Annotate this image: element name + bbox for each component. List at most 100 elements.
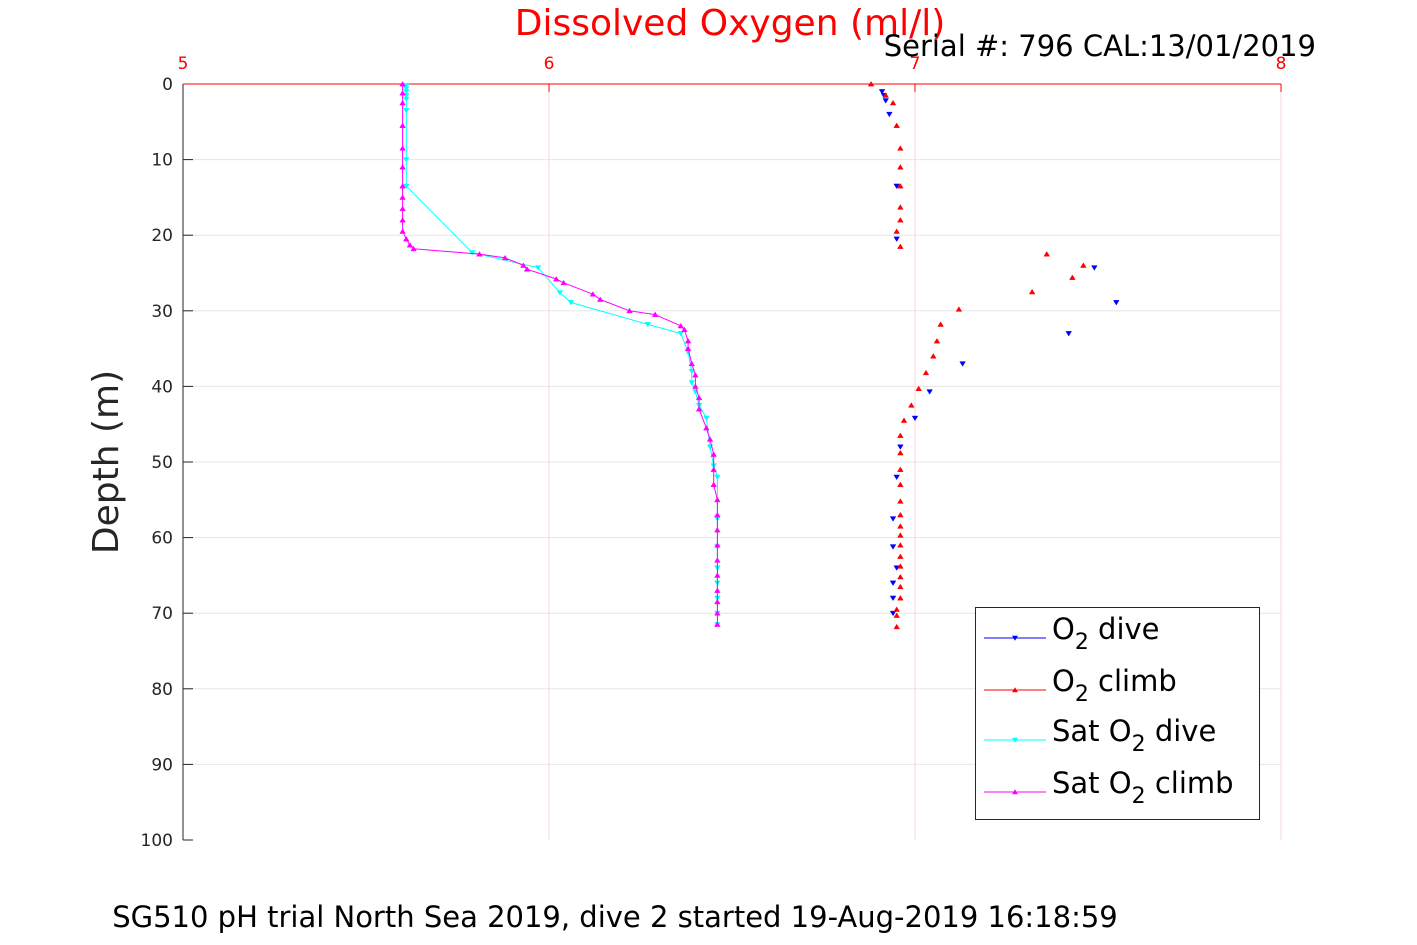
data-point	[710, 481, 717, 488]
y-tick-label: 0	[162, 75, 173, 95]
data-point	[897, 183, 904, 189]
data-point	[523, 266, 531, 272]
data-point	[897, 595, 904, 601]
data-point	[403, 108, 410, 114]
data-point	[714, 496, 721, 503]
data-point	[399, 90, 406, 96]
data-point	[695, 394, 703, 401]
data-point	[681, 326, 688, 333]
y-axis-label: Depth (m)	[86, 370, 127, 554]
data-point	[915, 385, 922, 392]
y-tick-label: 10	[151, 151, 173, 171]
data-point	[399, 205, 406, 212]
sat-o2-dive-line	[405, 85, 718, 625]
y-tick-label: 90	[151, 755, 173, 775]
data-point	[897, 204, 904, 210]
legend-swatch-marker	[1012, 687, 1018, 693]
data-point	[710, 451, 717, 457]
data-point	[893, 236, 900, 242]
data-point	[403, 96, 410, 103]
data-point	[897, 583, 904, 590]
data-point	[897, 498, 904, 504]
y-tick-label: 40	[151, 377, 173, 397]
data-point	[893, 183, 900, 190]
data-point	[501, 254, 509, 261]
sat-o2-climb-series	[399, 80, 721, 627]
data-point	[897, 449, 904, 456]
data-point	[889, 516, 897, 522]
data-point	[897, 573, 904, 580]
x-tick-label: 5	[178, 54, 189, 74]
data-point	[714, 621, 721, 627]
chart-subtitle: Serial #: 796 CAL:13/01/2019	[884, 29, 1316, 63]
data-point	[692, 383, 699, 389]
data-point	[399, 183, 406, 189]
data-point	[403, 235, 410, 242]
data-point	[922, 369, 930, 376]
data-point	[1091, 265, 1098, 271]
data-point	[893, 612, 900, 618]
data-point	[684, 350, 692, 356]
data-point	[889, 580, 897, 586]
data-point	[714, 527, 721, 533]
data-point	[1028, 288, 1036, 295]
data-point	[714, 557, 721, 563]
data-point	[897, 553, 904, 559]
data-point	[399, 80, 406, 87]
series-layer	[399, 80, 1120, 630]
y-tick-label: 70	[151, 604, 173, 624]
data-point	[684, 345, 692, 351]
data-point	[688, 368, 695, 375]
y-tick-label: 30	[151, 302, 173, 322]
y-tick-label: 60	[151, 529, 173, 549]
y-tick-label: 50	[151, 453, 173, 473]
data-point	[644, 322, 652, 328]
data-point	[476, 251, 483, 257]
data-point	[626, 307, 633, 314]
data-point	[1065, 331, 1072, 337]
data-point	[893, 606, 900, 612]
data-point	[534, 265, 542, 271]
data-point	[1113, 300, 1120, 306]
grid	[183, 84, 1282, 840]
x-tick-label: 8	[1276, 54, 1287, 74]
data-point	[900, 417, 908, 423]
chart-caption: SG510 pH trial North Sea 2019, dive 2 st…	[112, 900, 1118, 934]
data-point	[403, 157, 410, 163]
o2-dive-series	[878, 89, 1120, 617]
data-point	[399, 194, 406, 200]
data-point	[688, 360, 695, 367]
legend-item-sat-o2-climb: Sat O2 climb	[984, 766, 1234, 809]
data-point	[930, 353, 937, 359]
data-point	[714, 542, 721, 548]
data-point	[897, 466, 904, 472]
data-point	[886, 111, 893, 118]
data-point	[468, 250, 476, 256]
sat-o2-dive-series	[403, 83, 721, 628]
data-point	[889, 610, 897, 617]
chart-title: Dissolved Oxygen (ml/l)	[515, 3, 946, 44]
data-point	[897, 563, 904, 569]
data-point	[889, 99, 897, 106]
data-point	[399, 217, 406, 223]
data-point	[897, 532, 904, 538]
data-point	[714, 474, 721, 481]
sat-o2-climb-line	[402, 84, 718, 625]
data-point	[878, 89, 886, 95]
data-point	[677, 322, 685, 329]
data-point	[937, 321, 944, 327]
data-point	[897, 145, 904, 151]
data-point	[399, 145, 406, 151]
data-point	[882, 92, 889, 98]
data-point	[399, 122, 406, 128]
y-tick-label: 80	[151, 680, 173, 700]
data-point	[882, 98, 889, 104]
legend-item-o2-dive: O2 dive	[984, 612, 1160, 655]
data-point	[889, 544, 897, 550]
data-point	[403, 183, 410, 190]
data-point	[651, 311, 659, 317]
data-point	[520, 262, 527, 268]
data-point	[714, 572, 721, 578]
data-point	[897, 481, 904, 488]
legend-label: Sat O2 dive	[1052, 714, 1216, 757]
